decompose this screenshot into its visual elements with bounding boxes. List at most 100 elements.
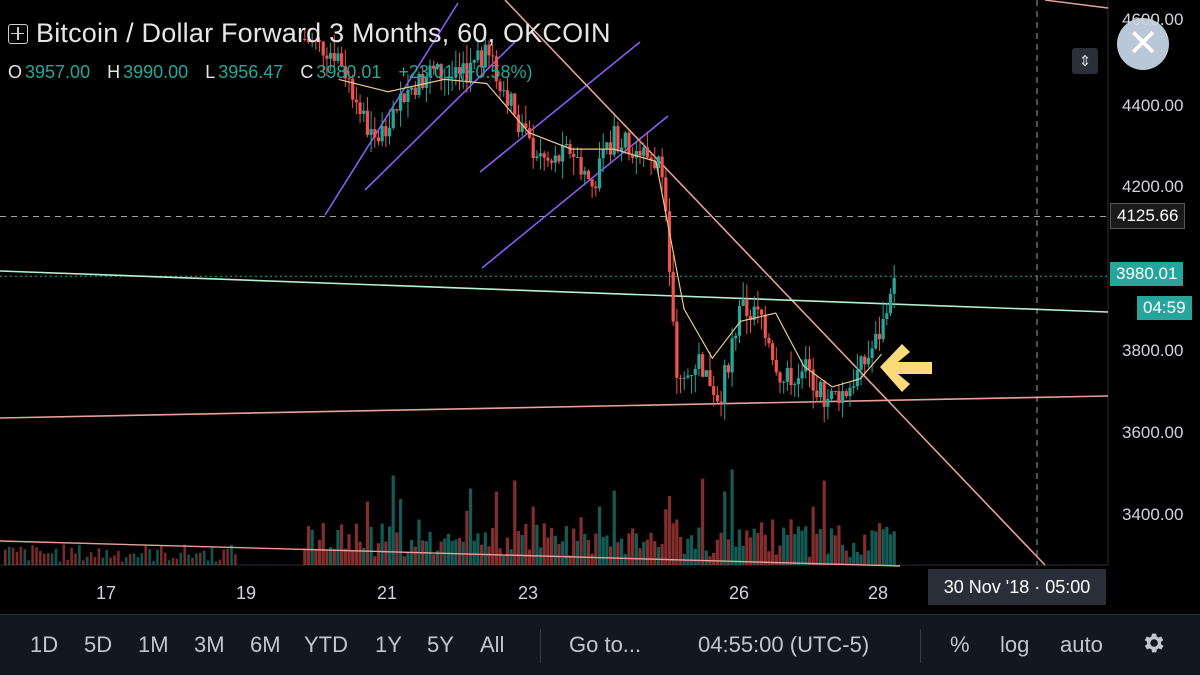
candle-body	[888, 293, 893, 314]
range-3m-button[interactable]: 3M	[194, 632, 225, 657]
close-key: C	[300, 62, 314, 82]
volume-bar	[826, 553, 830, 565]
range-6m-button[interactable]: 6M	[250, 632, 281, 657]
candle-body	[498, 81, 502, 91]
candle-body	[885, 313, 889, 319]
candle-body	[376, 137, 381, 142]
range-all-button[interactable]: All	[480, 632, 505, 657]
candle-body	[859, 356, 863, 370]
timezone-button[interactable]: 04:55:00 (UTC-5)	[698, 632, 870, 657]
volume-bar	[11, 547, 15, 565]
volume-bar	[82, 560, 85, 565]
volume-bar	[520, 535, 524, 565]
volume-bar	[516, 531, 521, 565]
candle-body	[406, 89, 410, 103]
candle-body	[837, 391, 841, 404]
candle-body	[771, 343, 775, 360]
volume-bar	[195, 553, 198, 565]
symbol-title[interactable]: Bitcoin / Dollar Forward 3 Months, 60, O…	[36, 18, 611, 48]
chart-symbol-icon[interactable]	[8, 23, 28, 44]
volume-bar	[675, 519, 679, 565]
volume-bar	[50, 553, 54, 565]
price-chart[interactable]	[0, 0, 1200, 614]
drawing-lines	[0, 0, 1109, 567]
volume-bar	[667, 496, 672, 565]
range-1y-button[interactable]: 1Y	[375, 632, 402, 657]
volume-bar	[660, 544, 664, 565]
range-5d-button[interactable]: 5D	[84, 632, 113, 657]
date-label-17: 17	[96, 583, 117, 603]
auto-toggle[interactable]: auto	[1060, 632, 1103, 657]
volume-bar	[66, 559, 69, 565]
candle-body	[402, 93, 406, 103]
range-1d-button[interactable]: 1D	[30, 632, 59, 657]
candle-body	[723, 365, 727, 404]
volume-bar	[686, 538, 690, 565]
candle-body	[387, 127, 392, 137]
candle-body	[841, 391, 845, 404]
log-toggle[interactable]: log	[1000, 632, 1030, 657]
candle-body	[575, 156, 579, 158]
volume-bar	[70, 547, 73, 565]
volume-bar	[74, 553, 77, 565]
volume-bar	[671, 523, 675, 565]
percent-toggle[interactable]: %	[950, 632, 970, 657]
volume-bar	[642, 541, 646, 565]
volume-bar	[39, 550, 42, 565]
volume-bar	[175, 558, 179, 565]
candle-body	[564, 143, 568, 146]
volume-bar	[509, 549, 513, 565]
volume-bar	[542, 523, 546, 565]
volume-bar	[472, 540, 476, 565]
candle-body	[818, 381, 823, 398]
volume-bar	[457, 537, 462, 565]
close-button[interactable]: ✕	[1117, 18, 1169, 70]
volume-bar	[892, 531, 896, 565]
candle-body	[435, 63, 440, 69]
channel-line	[481, 115, 669, 269]
gear-icon[interactable]	[1140, 630, 1166, 656]
high-key: H	[107, 62, 121, 82]
candle-body	[454, 67, 458, 78]
candle-body	[398, 93, 403, 111]
price-label-3600: 3600.00	[1122, 423, 1184, 442]
volume-bar	[362, 547, 366, 565]
chart-grid	[0, 0, 1109, 566]
volume-bar	[653, 541, 657, 565]
candle-body	[586, 170, 591, 180]
volume-bar	[608, 546, 613, 565]
volume-bar	[505, 537, 510, 565]
candle-body	[535, 156, 539, 159]
candle-body	[656, 156, 661, 169]
range-1m-button[interactable]: 1M	[138, 632, 169, 657]
volume-bar	[627, 533, 631, 565]
price-label-4400: 4400.00	[1122, 96, 1184, 115]
volume-bar	[631, 528, 635, 565]
volume-bar	[369, 526, 373, 565]
price-label-4200: 4200.00	[1122, 177, 1184, 196]
volume-bar	[734, 546, 738, 565]
candle-body	[351, 78, 355, 100]
volume-bar	[712, 552, 716, 565]
volume-bar	[314, 548, 318, 565]
scale-arrows-icon[interactable]: ⇕	[1072, 48, 1098, 74]
volume-bar	[468, 488, 473, 565]
go-to-button[interactable]: Go to...	[569, 632, 642, 657]
crosshair-price-tag: 4125.66	[1110, 203, 1186, 229]
range-ytd-button[interactable]: YTD	[304, 632, 348, 657]
volume-bar	[829, 528, 834, 565]
candle-body	[704, 370, 708, 377]
candle-body	[347, 78, 351, 80]
volume-bar	[678, 536, 683, 565]
range-5y-button[interactable]: 5Y	[427, 632, 454, 657]
volume-bar	[171, 557, 175, 565]
volume-bar	[888, 534, 893, 565]
candle-body	[667, 211, 672, 272]
volume-bar	[406, 551, 410, 565]
volume-bar	[328, 547, 333, 565]
candle-body	[752, 306, 756, 321]
candle-body	[362, 110, 366, 114]
candle-body	[572, 153, 576, 157]
volume-bar	[513, 480, 517, 565]
volume-bar	[354, 523, 358, 565]
